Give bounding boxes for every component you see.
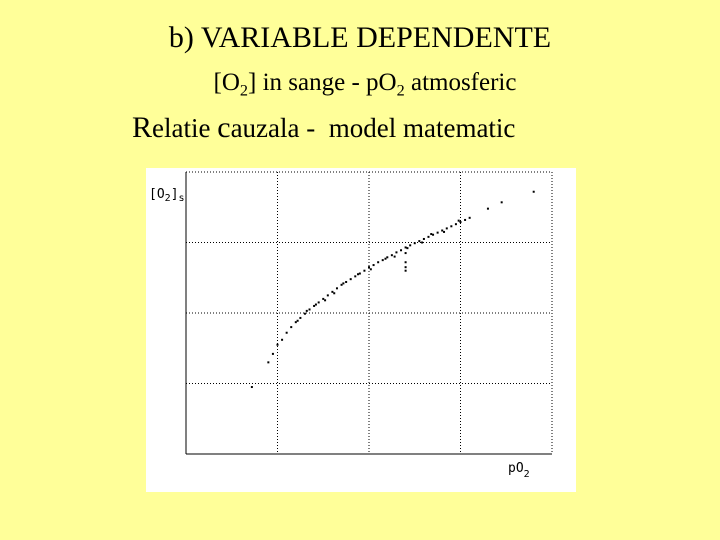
data-point [532,190,535,193]
data-point [349,278,352,281]
data-point [404,269,407,272]
slide-subtitle-variables: [O2] in sange - pO2 atmosferic [0,64,720,102]
y-axis-label-mid: ] [171,187,179,202]
data-point [358,272,361,275]
data-point [441,229,444,232]
data-point [342,282,345,285]
data-point [486,207,489,210]
data-point [357,273,360,276]
data-point [363,269,366,272]
data-point [430,233,433,236]
data-point [421,241,424,244]
data-point [395,251,398,254]
data-point [250,386,253,389]
data-point [393,255,396,258]
data-point [422,237,425,240]
slide-subtitle-relation: Relatie cauzala - model matematic [132,106,515,150]
data-point [436,231,439,234]
data-point [384,257,387,260]
subtitle-part: ] in sange - pO [248,69,397,96]
x-axis-label: pO2 [508,461,530,480]
axes [185,172,552,455]
data-point [299,316,302,319]
subtitle-part: elatie [152,113,218,143]
y-axis-label-main: [O [149,187,165,202]
subtitle-part: [O [213,69,240,96]
data-point [372,264,375,267]
data-point [406,247,409,250]
chart-panel: [O2]s pO2 [146,168,576,492]
data-point [281,338,284,341]
data-point [386,256,389,259]
data-point [450,225,453,228]
data-point [404,266,407,269]
data-point [404,246,407,249]
subtitle-subscript: 2 [239,81,249,100]
data-point [308,308,311,311]
data-point [314,303,317,306]
data-point [271,352,274,355]
data-point [317,301,320,304]
data-point [340,283,343,286]
data-point [333,292,336,295]
data-point [326,294,329,297]
y-axis-label-sub: s [179,193,185,204]
data-point [345,280,348,283]
data-point [418,240,421,243]
data-point [276,343,279,346]
data-point [335,287,338,290]
data-point [404,252,407,255]
subtitle-part: atmosferic [404,69,517,96]
data-point [468,216,471,219]
data-point [413,242,416,245]
data-point [368,266,370,269]
subtitle-cap: R [132,111,153,144]
data-point [445,227,448,230]
data-point [313,304,316,307]
data-point [354,275,357,278]
scatter-chart: [O2]s pO2 [149,171,553,480]
subtitle-part: auzala - model matematic [230,113,516,143]
grid [186,171,553,454]
data-point [432,233,435,236]
data-point [294,321,297,324]
data-point [322,297,325,300]
data-point [305,309,308,312]
subtitle-subscript: 2 [396,81,405,100]
data-point [500,201,503,204]
data-point [369,268,372,271]
data-point [459,221,462,224]
data-point [285,331,288,334]
data-point [400,249,403,252]
data-point [464,218,467,221]
y-axis-label: [O2]s [149,187,185,204]
data-point [404,261,407,264]
data-point [390,254,393,257]
x-axis-label-main: pO [508,461,524,476]
data-points [250,190,535,389]
data-point [296,319,299,322]
data-point [303,312,306,315]
data-point [427,235,430,238]
subtitle-cap: c [217,111,231,144]
data-point [381,259,384,262]
data-point [377,261,380,264]
data-point [409,244,412,247]
slide-title: b) VARIABLE DEPENDENTE [168,21,552,54]
y-axis-label-sub: 2 [165,193,171,204]
data-point [443,230,446,233]
data-point [267,361,270,364]
data-point [457,219,460,222]
data-point [324,299,327,302]
x-axis-label-sub: 2 [524,469,530,480]
data-point [331,290,334,293]
data-point [290,326,293,329]
data-point [454,223,457,226]
